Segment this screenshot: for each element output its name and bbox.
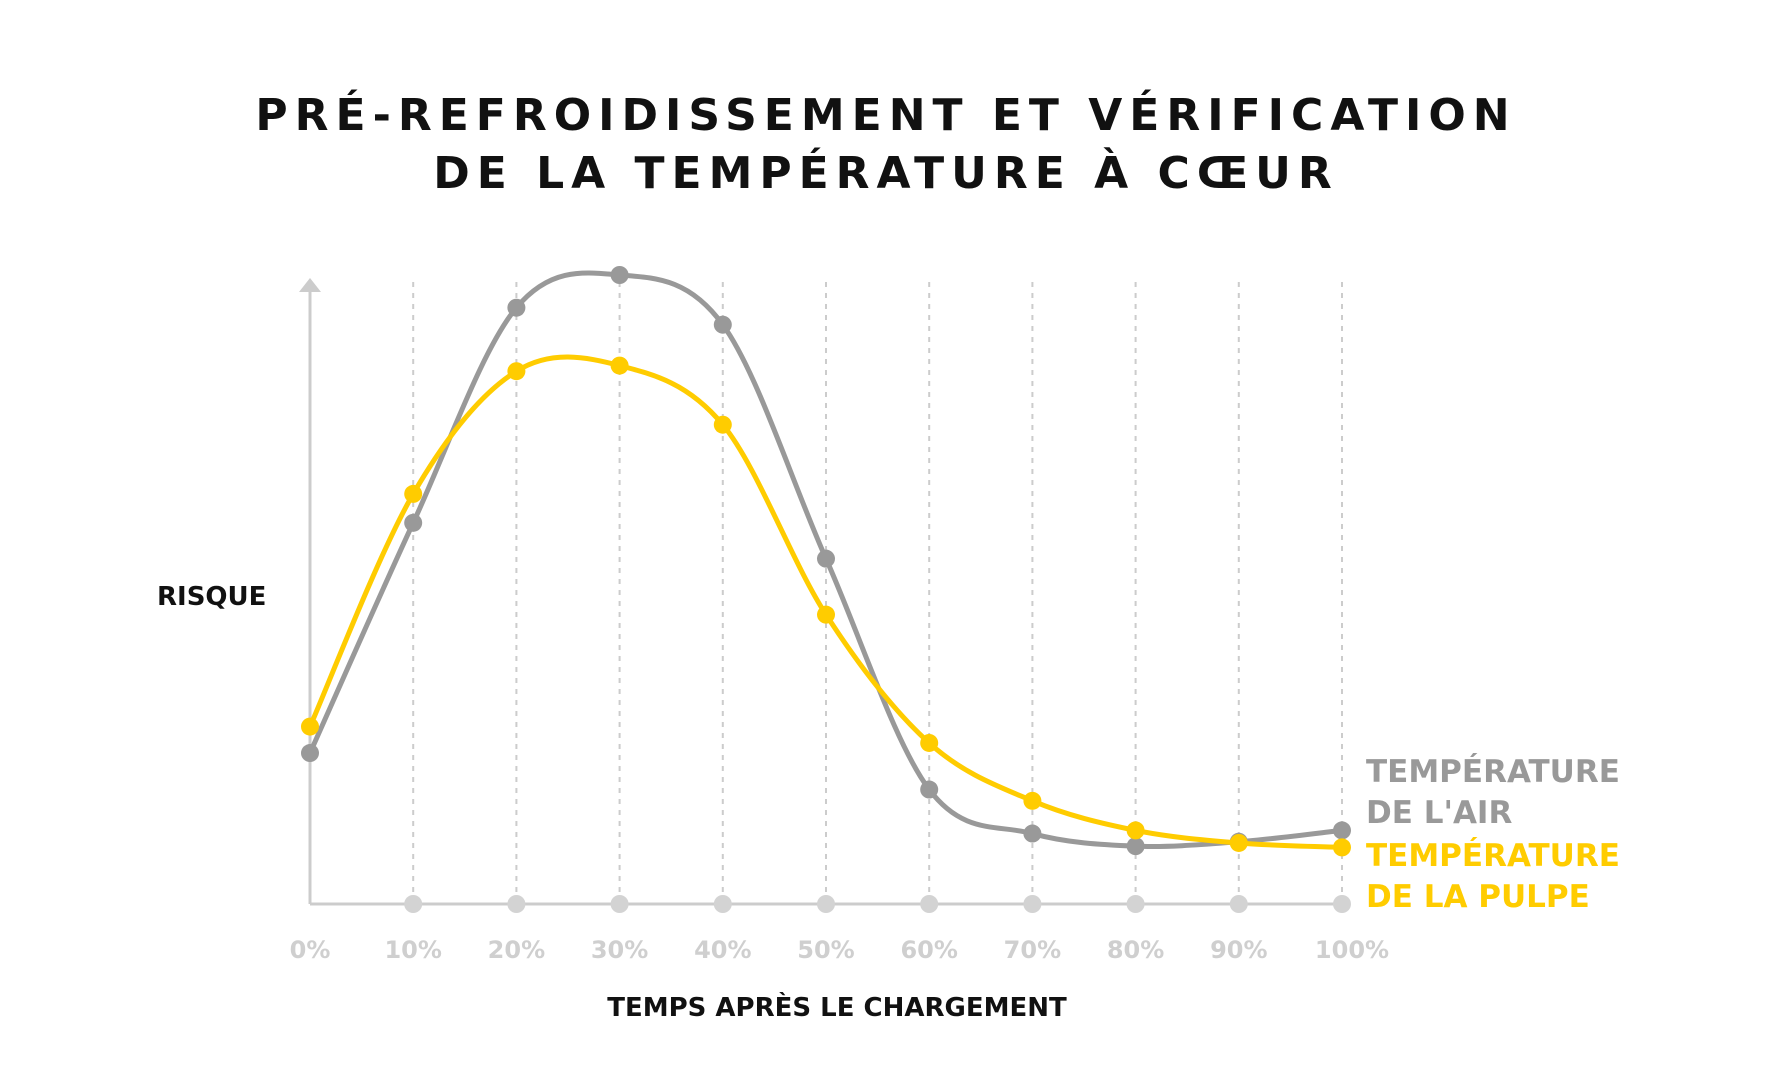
legend-label-pulp: DE LA PULPE bbox=[1366, 879, 1590, 915]
legend-label-air: DE L'AIR bbox=[1366, 795, 1512, 831]
y-axis-label: RISQUE bbox=[157, 582, 266, 612]
x-tick-label: 70% bbox=[1004, 936, 1061, 964]
x-tick-label: 90% bbox=[1210, 936, 1267, 964]
x-axis-label: TEMPS APRÈS LE CHARGEMENT bbox=[607, 991, 1067, 1023]
x-tick-label: 20% bbox=[488, 936, 545, 964]
chart-title-line-1: PRÉ-REFROIDISSEMENT ET VÉRIFICATION bbox=[255, 90, 1517, 141]
x-tick-dot bbox=[404, 895, 423, 913]
data-point-air bbox=[610, 266, 629, 284]
x-tick-dot bbox=[713, 895, 732, 913]
data-point-pulp bbox=[713, 415, 732, 434]
x-tick-dot bbox=[610, 895, 629, 913]
x-tick-dot bbox=[1023, 895, 1042, 913]
data-point-pulp bbox=[1333, 838, 1351, 857]
data-point-air bbox=[817, 549, 835, 568]
x-tick-dot bbox=[1126, 895, 1145, 913]
series-line-pulp bbox=[307, 354, 1343, 850]
x-tick-dot bbox=[507, 895, 526, 913]
x-tick-dot bbox=[920, 895, 939, 913]
x-tick-label: 30% bbox=[591, 936, 648, 964]
data-point-pulp bbox=[817, 605, 835, 624]
data-point-air bbox=[1023, 824, 1042, 843]
x-tick-label: 100% bbox=[1315, 936, 1389, 964]
data-point-air bbox=[1126, 837, 1145, 856]
data-point-pulp bbox=[920, 733, 939, 752]
data-point-air bbox=[1333, 821, 1351, 840]
x-tick-label: 10% bbox=[384, 936, 441, 964]
data-point-pulp bbox=[404, 484, 423, 503]
data-point-pulp bbox=[301, 717, 319, 736]
data-point-pulp bbox=[1023, 791, 1042, 810]
data-point-pulp bbox=[1126, 821, 1145, 840]
data-point-air bbox=[404, 513, 423, 532]
y-axis-arrow-icon bbox=[299, 278, 321, 292]
x-tick-label: 80% bbox=[1107, 936, 1164, 964]
data-point-air bbox=[713, 315, 732, 334]
data-point-pulp bbox=[1229, 833, 1248, 852]
data-point-air bbox=[507, 298, 526, 317]
x-tick-label: 0% bbox=[290, 936, 331, 964]
x-tick-label: 50% bbox=[797, 936, 854, 964]
x-tick-dot bbox=[1333, 895, 1351, 913]
x-tick-label: 60% bbox=[900, 936, 957, 964]
data-point-pulp bbox=[610, 356, 629, 375]
chart-title-line-2: DE LA TEMPÉRATURE À CŒUR bbox=[433, 148, 1339, 199]
x-tick-label: 40% bbox=[694, 936, 751, 964]
x-tick-dot bbox=[1229, 895, 1248, 913]
data-point-air bbox=[301, 744, 319, 763]
x-tick-dot bbox=[817, 895, 835, 913]
legend-label-pulp: TEMPÉRATURE bbox=[1366, 838, 1620, 874]
data-point-air bbox=[920, 780, 939, 799]
legend-label-air: TEMPÉRATURE bbox=[1366, 754, 1620, 790]
data-point-pulp bbox=[507, 362, 526, 381]
